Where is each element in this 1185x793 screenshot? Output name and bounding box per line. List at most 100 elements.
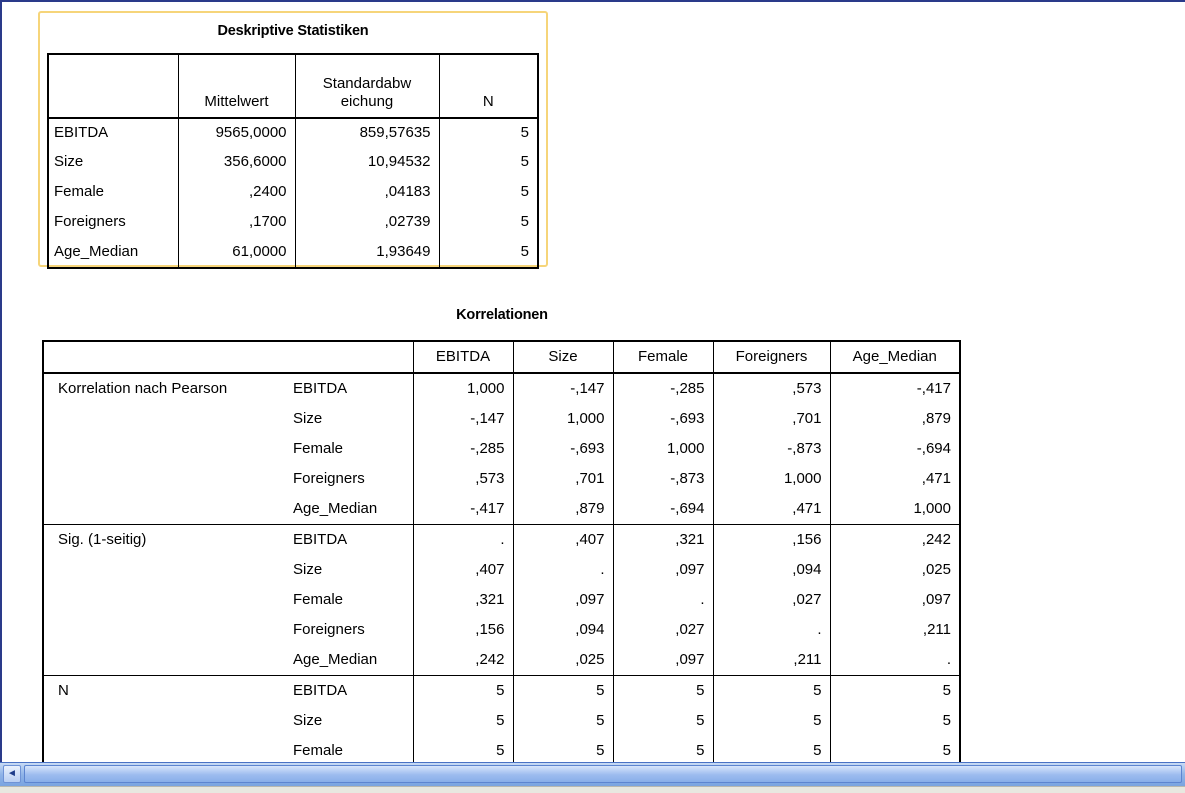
value-cell: ,094 [512,615,613,645]
value-cell: ,097 [512,585,613,615]
table-row: Sig. (1-seitig) EBITDA. ,407,321,156,242 [43,524,960,555]
table-row: Female ,2400,04183 5 [48,177,538,207]
value-cell: . [829,645,960,676]
row-label-cell: Size [48,147,179,177]
value-cell: ,027 [712,585,830,615]
value-cell: 61,0000 [177,237,295,268]
table-row: EBITDA 9565,0000 859,57635 5 [48,118,538,147]
table-row: Foreigners ,573,701 -,873 1,000,471 [43,464,960,494]
value-cell: ,097 [829,585,960,615]
value-cell: 5 [438,237,538,268]
value-cell: 5 [612,675,713,706]
horizontal-scrollbar[interactable]: ◄ [0,762,1185,786]
value-cell: ,701 [712,404,830,434]
group-label-cell [43,434,283,464]
variable-label-cell: Female [283,736,414,762]
header-cell-age-median: Age_Median [829,341,960,374]
variable-label-cell: Age_Median [283,645,414,676]
header-cell-n: N [438,54,538,119]
value-cell: 5 [438,177,538,207]
group-label-cell [43,615,283,645]
value-cell: 10,94532 [294,147,439,177]
value-cell: 5 [438,147,538,177]
value-cell: -,417 [829,373,960,404]
value-cell: -,694 [612,494,713,525]
table-row: Age_Median -,417,879 -,694,471 1,000 [43,494,960,525]
variable-label-cell: Foreigners [283,464,414,494]
value-cell: 1,000 [412,373,513,404]
row-label-cell: Female [48,177,179,207]
value-cell: 5 [712,706,830,736]
descriptive-statistics-title: Deskriptive Statistiken [217,23,369,39]
value-cell: -,873 [612,464,713,494]
value-cell: 1,000 [829,494,960,525]
value-cell: ,156 [712,524,830,555]
value-cell: 5 [412,736,513,762]
value-cell: ,027 [612,615,713,645]
correlations-title: Korrelationen [456,307,548,323]
value-cell: 5 [438,118,538,147]
value-cell: -,693 [612,404,713,434]
value-cell: ,471 [712,494,830,525]
table-header-row: Mittelwert Standardabw eichung N [48,54,538,119]
value-cell: ,1700 [177,207,295,237]
group-label-cell: Sig. (1-seitig) [43,524,283,555]
value-cell: ,242 [829,524,960,555]
value-cell: -,147 [412,404,513,434]
group-label-cell [43,464,283,494]
table-row: Female -,285 -,693 1,000 -,873 -,694 [43,434,960,464]
value-cell: 859,57635 [294,118,439,147]
scrollbar-thumb[interactable] [24,765,1182,783]
table-row: N EBITDA 5 5 5 5 5 [43,675,960,706]
value-cell: ,02739 [294,207,439,237]
value-cell: 1,93649 [294,237,439,268]
value-cell: 5 [512,675,613,706]
value-cell: ,701 [512,464,613,494]
variable-label-cell: Size [283,706,414,736]
value-cell: 1,000 [612,434,713,464]
variable-label-cell: Foreigners [283,615,414,645]
row-label-cell: Foreigners [48,207,179,237]
group-label-cell: N [43,675,283,706]
value-cell: -,873 [712,434,830,464]
value-cell: ,573 [712,373,830,404]
value-cell: ,097 [612,555,713,585]
header-cell-ebitda: EBITDA [412,341,513,374]
value-cell: ,097 [612,645,713,676]
value-cell: . [612,585,713,615]
variable-label-cell: Size [283,555,414,585]
value-cell: 1,000 [512,404,613,434]
group-label-cell: Korrelation nach Pearson [58,380,228,397]
variable-label-cell: EBITDA [283,524,414,555]
value-cell: 9565,0000 [177,118,295,147]
descriptive-statistics-pivot-table[interactable]: Deskriptive Statistiken Mittelwert Stand… [38,11,548,269]
table-row: Female 5 5 5 5 5 [43,736,960,762]
value-cell: ,242 [412,645,513,676]
correlations-table[interactable]: EBITDA Size Female Foreigners Age_Median… [42,340,961,762]
table-row: Foreigners ,156,094,027. ,211 [43,615,960,645]
value-cell: -,285 [612,373,713,404]
value-cell: 5 [512,706,613,736]
value-cell: ,573 [412,464,513,494]
value-cell: ,025 [512,645,613,676]
value-cell: -,417 [412,494,513,525]
value-cell: 5 [829,706,960,736]
variable-label-cell: Female [283,585,414,615]
value-cell: ,2400 [177,177,295,207]
value-cell: ,211 [829,615,960,645]
descriptive-statistics-table: Mittelwert Standardabw eichung N EBITDA 9… [47,53,539,269]
value-cell: 5 [712,675,830,706]
value-cell: ,321 [612,524,713,555]
status-strip [0,786,1185,793]
group-label-cell [43,645,283,676]
value-cell: . [412,524,513,555]
header-cell-female: Female [612,341,713,374]
scroll-left-arrow-icon[interactable]: ◄ [3,765,21,783]
value-cell: -,285 [412,434,513,464]
group-label-cell [43,585,283,615]
table-row: Age_Median 61,0000 1,93649 5 [48,237,538,268]
value-cell: 5 [412,675,513,706]
value-cell: ,025 [829,555,960,585]
value-cell: -,147 [512,373,613,404]
value-cell: ,094 [712,555,830,585]
